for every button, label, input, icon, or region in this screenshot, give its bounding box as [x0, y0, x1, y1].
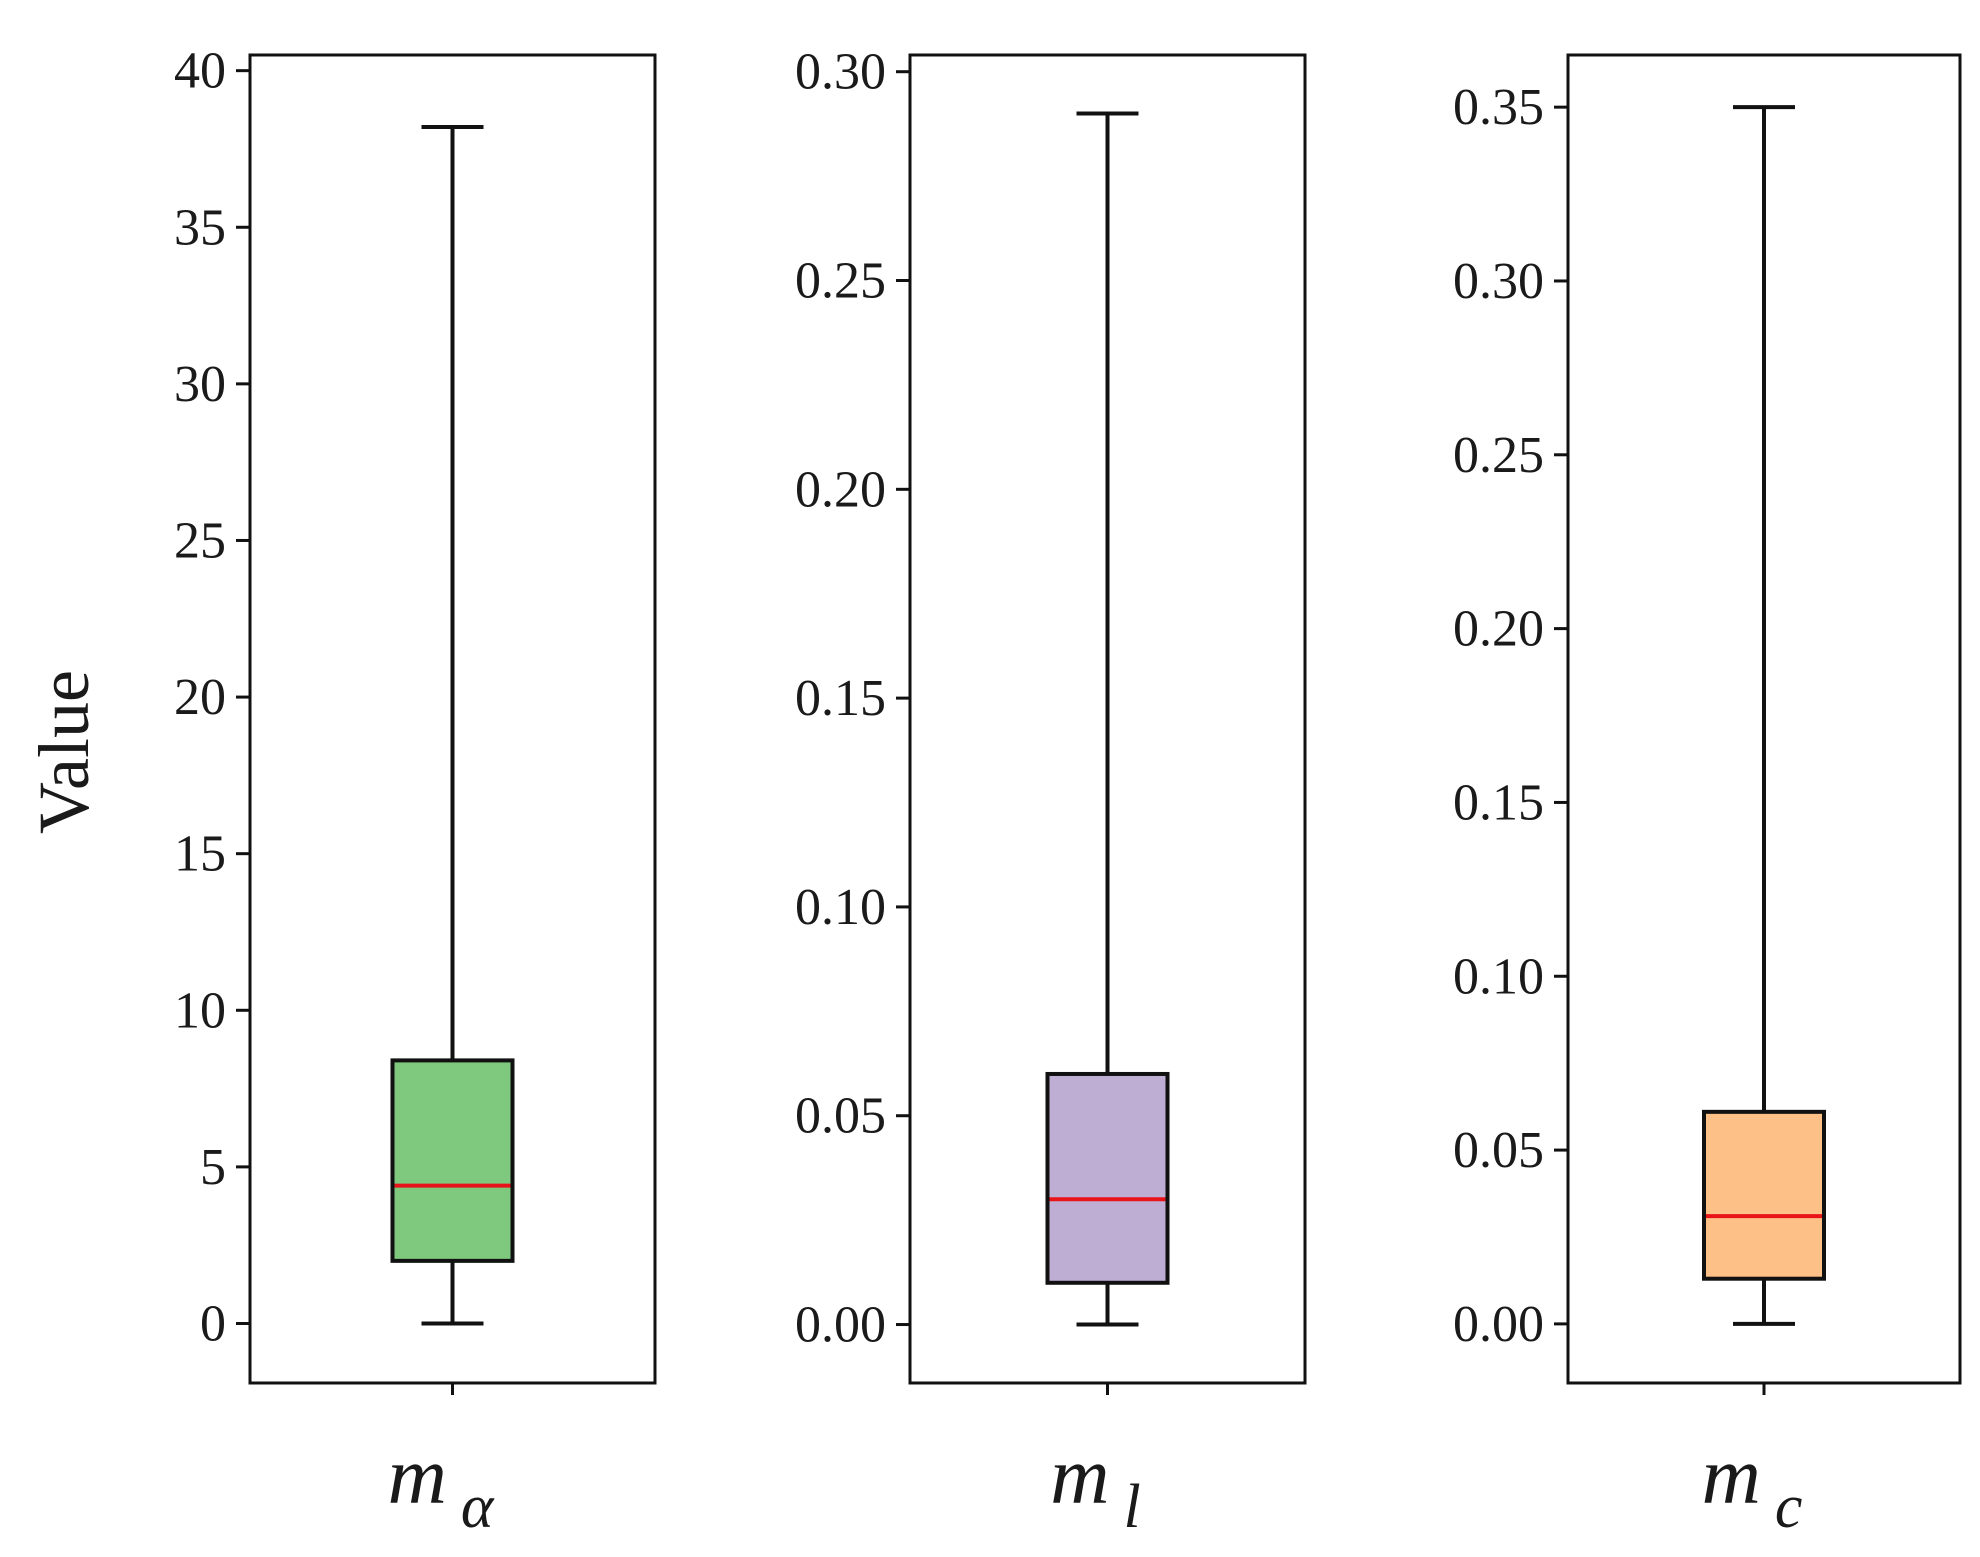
panel-3-ytick-label: 0.30 [1453, 253, 1544, 310]
panel-1-ytick-label: 10 [174, 982, 226, 1039]
panel-1-box [390, 1058, 515, 1263]
panel-3-ytick-label: 0.00 [1453, 1296, 1544, 1353]
panel-2-ytick-label: 0.10 [795, 879, 886, 936]
panel-2-ytick-label: 0.15 [795, 670, 886, 727]
panel-3-category-main: m [1702, 1430, 1761, 1521]
panel-3-ytick-label: 0.05 [1453, 1122, 1544, 1179]
panel-2-ytick-label: 0.20 [795, 461, 886, 518]
panel-2-ytick-label: 0.25 [795, 253, 886, 310]
panel-2-category-main: m [1050, 1430, 1109, 1521]
panel-2-ytick-label: 0.30 [795, 44, 886, 101]
panel-2-ytick-label: 0.05 [795, 1088, 886, 1145]
panel-3-box [1702, 1109, 1826, 1281]
panel-1-ytick-label: 30 [174, 356, 226, 413]
panel-3-ytick-label: 0.15 [1453, 774, 1544, 831]
panel-2-box [1045, 1071, 1170, 1285]
panel-3-ytick-label: 0.25 [1453, 427, 1544, 484]
panel-1-ytick-label: 35 [174, 199, 226, 256]
panel-1-ytick-label: 20 [174, 669, 226, 726]
panel-3-ytick-label: 0.10 [1453, 948, 1544, 1005]
panel-1-ytick-label: 5 [200, 1139, 226, 1196]
panel-1-ytick-label: 15 [174, 826, 226, 883]
panel-3-ytick-label: 0.20 [1453, 601, 1544, 658]
panel-2-category-subscript: l [1123, 1473, 1140, 1541]
panel-3-ytick-label: 0.35 [1453, 79, 1544, 136]
y-axis-title: Value [24, 670, 104, 834]
panel-1-ytick-label: 0 [200, 1295, 226, 1352]
panel-1-ytick-label: 40 [174, 43, 226, 100]
panel-2-ytick-label: 0.00 [795, 1297, 886, 1354]
panel-1-category-main: m [388, 1430, 447, 1521]
panel-1-category-subscript: α [461, 1473, 495, 1541]
panel-3-category-subscript: c [1775, 1473, 1803, 1541]
panel-1-ytick-label: 25 [174, 512, 226, 569]
